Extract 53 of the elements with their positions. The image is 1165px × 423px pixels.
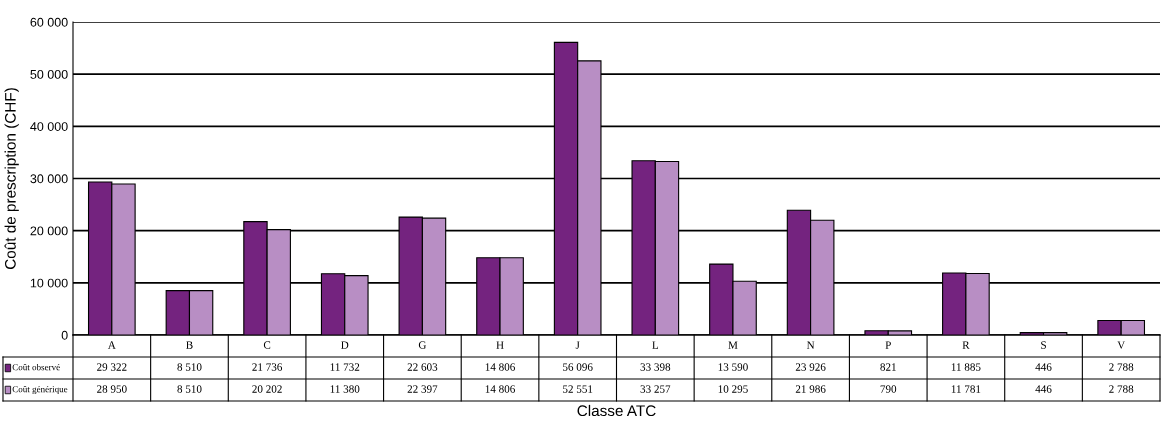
data-label: 8 510	[177, 385, 202, 393]
x-tick-label: A	[107, 341, 116, 349]
data-label: 10 295	[718, 385, 748, 393]
data-label: 22 603	[407, 363, 438, 371]
y-tick-label: 40 000	[30, 122, 68, 131]
x-tick-label: M	[728, 341, 738, 349]
y-tick-label: 50 000	[30, 69, 68, 79]
data-label: 2 788	[1109, 385, 1134, 393]
x-tick-label: H	[496, 341, 504, 349]
data-label: 20 202	[252, 385, 282, 393]
data-label: 21 986	[795, 385, 826, 393]
x-tick-label: D	[341, 341, 349, 349]
data-label: 790	[880, 385, 897, 393]
y-axis-title: Coût de prescription (CHF)	[4, 88, 19, 269]
x-tick-label: G	[418, 341, 427, 349]
x-tick-label: J	[575, 341, 580, 349]
data-label: 33 257	[640, 385, 671, 393]
data-label: 446	[1035, 363, 1052, 371]
legend-label: Coût générique	[12, 385, 68, 395]
data-label: 11 380	[330, 385, 360, 393]
x-tick-label: N	[806, 341, 815, 349]
data-label: 22 397	[407, 385, 438, 393]
data-label: 446	[1035, 385, 1052, 393]
x-tick-label: C	[263, 341, 271, 349]
y-tick-label: 10 000	[30, 278, 68, 288]
data-label: 52 551	[563, 385, 593, 393]
data-label: 28 950	[97, 385, 127, 393]
data-label: 8 510	[177, 363, 202, 371]
data-label: 11 781	[951, 385, 981, 393]
data-label: 29 322	[97, 363, 127, 371]
y-tick-label: 0	[61, 330, 68, 340]
x-tick-label: S	[1041, 341, 1046, 349]
x-axis-title: Classe ATC	[577, 404, 656, 417]
data-label: 2 788	[1109, 363, 1134, 371]
x-tick-label: V	[1117, 341, 1126, 349]
data-label: 11 732	[330, 363, 360, 371]
y-tick-label: 60 000	[30, 17, 68, 27]
x-tick-label: R	[962, 341, 970, 349]
legend-label: Coût observé	[12, 363, 60, 371]
data-label: 33 398	[640, 363, 671, 371]
data-label: 14 806	[485, 385, 515, 393]
data-label: 14 806	[485, 363, 515, 371]
data-label: 821	[880, 363, 896, 371]
data-label: 21 736	[252, 363, 283, 371]
data-label: 23 926	[795, 363, 826, 371]
y-tick-label: 30 000	[30, 174, 68, 184]
x-tick-label: L	[652, 341, 659, 349]
y-tick-label: 20 000	[30, 226, 68, 236]
x-tick-label: P	[885, 341, 891, 349]
data-label: 13 590	[718, 363, 748, 371]
data-label: 56 096	[563, 363, 593, 371]
data-label: 11 885	[951, 363, 981, 371]
x-tick-label: B	[186, 341, 193, 349]
